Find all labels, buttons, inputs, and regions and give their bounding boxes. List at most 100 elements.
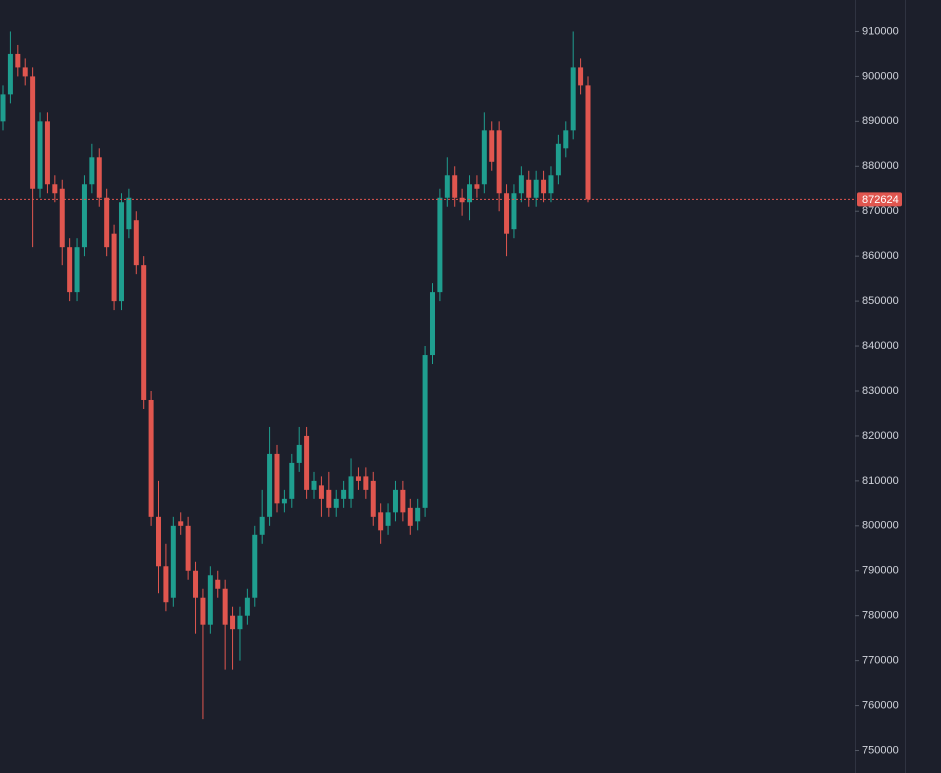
candle-body bbox=[296, 444, 302, 463]
candle-body bbox=[267, 453, 273, 517]
candle-body bbox=[489, 130, 495, 162]
candle-body bbox=[44, 121, 50, 185]
candle-body bbox=[444, 175, 450, 198]
candle-body bbox=[222, 588, 228, 625]
candle-body bbox=[378, 512, 384, 531]
candle-body bbox=[67, 247, 73, 293]
candle-body bbox=[74, 247, 80, 293]
candle-body bbox=[178, 521, 184, 526]
candle-body bbox=[585, 85, 591, 200]
candle-body bbox=[237, 615, 243, 630]
candle-body bbox=[163, 566, 169, 603]
candle-body bbox=[318, 485, 324, 499]
candle-body bbox=[200, 597, 206, 625]
candle-body bbox=[341, 489, 347, 499]
candle-body bbox=[570, 67, 576, 131]
candle-body bbox=[355, 476, 361, 481]
candle-body bbox=[459, 197, 465, 203]
candle-body bbox=[348, 476, 354, 499]
last-price-badge bbox=[857, 192, 902, 207]
candle-body bbox=[111, 233, 117, 302]
candle-body bbox=[37, 121, 43, 189]
candle-body bbox=[563, 130, 569, 149]
candle-body bbox=[96, 157, 102, 198]
candle-body bbox=[504, 193, 510, 234]
y-tick-label: 910000 bbox=[862, 25, 899, 37]
candle-body bbox=[148, 399, 154, 517]
candle-body bbox=[89, 157, 95, 185]
candle-body bbox=[22, 67, 28, 77]
candle-body bbox=[452, 175, 458, 198]
y-tick-label: 890000 bbox=[862, 115, 899, 127]
candle-body bbox=[15, 53, 21, 68]
candle-body bbox=[363, 476, 369, 490]
candle-body bbox=[533, 179, 539, 198]
y-tick-label: 880000 bbox=[862, 160, 899, 172]
candle-body bbox=[170, 525, 176, 598]
candle-body bbox=[230, 615, 236, 630]
candle-body bbox=[52, 184, 58, 194]
candle-body bbox=[30, 76, 36, 189]
candle-body bbox=[193, 570, 199, 598]
candle-body bbox=[526, 179, 532, 198]
y-tick-label: 790000 bbox=[862, 565, 899, 577]
y-tick-label: 810000 bbox=[862, 475, 899, 487]
candle-body bbox=[415, 507, 421, 522]
candle-body bbox=[259, 516, 265, 535]
y-tick-label: 820000 bbox=[862, 430, 899, 442]
candle-body bbox=[274, 453, 280, 504]
candle-body bbox=[215, 579, 221, 589]
y-tick-label: 870000 bbox=[862, 205, 899, 217]
y-tick-label: 780000 bbox=[862, 610, 899, 622]
candle-body bbox=[252, 534, 258, 598]
candle-body bbox=[400, 489, 406, 513]
candle-body bbox=[496, 130, 502, 194]
candle-body bbox=[244, 597, 250, 616]
candle-body bbox=[207, 575, 213, 625]
candle-body bbox=[555, 143, 561, 176]
y-tick-label: 900000 bbox=[862, 70, 899, 82]
candle-body bbox=[370, 480, 376, 517]
candle-body bbox=[141, 265, 147, 400]
y-tick-label: 860000 bbox=[862, 250, 899, 262]
candle-body bbox=[385, 512, 391, 526]
candle-body bbox=[481, 130, 487, 185]
candle-body bbox=[578, 67, 584, 86]
candle-body bbox=[126, 197, 132, 230]
candle-body bbox=[467, 184, 473, 203]
candle-body bbox=[81, 184, 87, 248]
candle-body bbox=[474, 184, 480, 189]
candle-body bbox=[133, 220, 139, 266]
y-tick-label: 800000 bbox=[862, 520, 899, 532]
y-tick-label: 850000 bbox=[862, 295, 899, 307]
candle-body bbox=[429, 292, 435, 356]
candle-body bbox=[7, 53, 13, 95]
candle-body bbox=[0, 94, 6, 122]
y-tick-label: 750000 bbox=[862, 744, 899, 756]
candle-body bbox=[422, 355, 428, 508]
candle-body bbox=[289, 462, 295, 499]
candle-body bbox=[156, 516, 162, 567]
y-tick-label: 830000 bbox=[862, 385, 899, 397]
last-price-label: 872624 bbox=[862, 194, 899, 206]
candle-body bbox=[333, 498, 339, 508]
y-tick-label: 760000 bbox=[862, 699, 899, 711]
candle-body bbox=[304, 435, 310, 490]
candle-body bbox=[541, 179, 547, 194]
candle-body bbox=[392, 489, 398, 513]
candle-body bbox=[437, 197, 443, 293]
candle-body bbox=[407, 507, 413, 526]
candle-body bbox=[281, 498, 287, 504]
candle-body bbox=[118, 202, 124, 302]
candle-body bbox=[104, 197, 110, 248]
y-tick-label: 840000 bbox=[862, 340, 899, 352]
y-tick-label: 770000 bbox=[862, 655, 899, 667]
candle-body bbox=[518, 175, 524, 194]
candle-body bbox=[311, 480, 317, 490]
candle-body bbox=[548, 175, 554, 194]
candle-body bbox=[185, 525, 191, 571]
candle-body bbox=[326, 489, 332, 508]
